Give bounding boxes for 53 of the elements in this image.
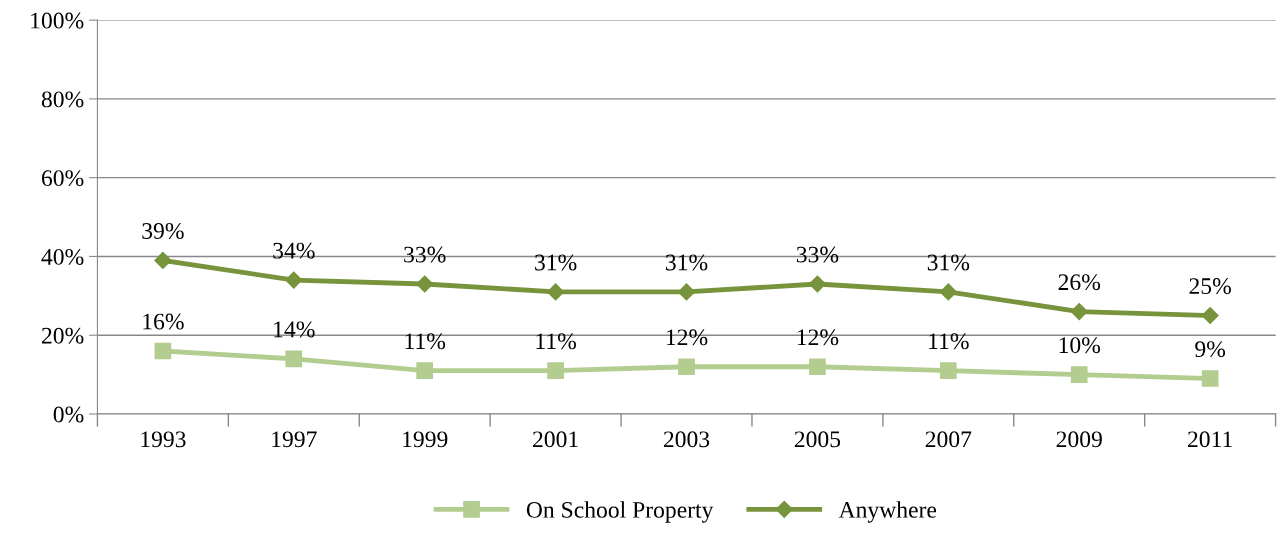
data-label: 39% xyxy=(142,222,184,239)
data-label: 31% xyxy=(927,254,970,271)
y-tick-label: 20% xyxy=(42,327,84,344)
point xyxy=(939,283,957,301)
data-label: 31% xyxy=(535,254,577,271)
data-label: 12% xyxy=(797,329,839,346)
x-tick-label: 2005 xyxy=(794,431,841,448)
x-tick-label: 1993 xyxy=(141,431,186,448)
y-tick-label: 100% xyxy=(31,12,84,29)
point xyxy=(1070,303,1088,321)
data-label: 14% xyxy=(274,321,315,338)
data-label: 34% xyxy=(273,242,315,259)
point xyxy=(547,362,564,379)
y-tick-label: 40% xyxy=(41,248,84,265)
point xyxy=(547,283,565,301)
legend-label: Anywhere xyxy=(838,501,937,523)
x-tick-label: 2009 xyxy=(1056,431,1102,448)
legend-label: On School Property xyxy=(526,501,714,523)
point xyxy=(808,275,826,293)
point xyxy=(154,251,172,269)
data-label: 25% xyxy=(1189,278,1231,295)
point xyxy=(678,358,695,376)
x-tick-label: 1997 xyxy=(272,431,317,448)
x-tick-label: 2011 xyxy=(1188,431,1232,448)
data-label: 33% xyxy=(796,246,839,263)
data-label: 16% xyxy=(143,313,184,330)
point xyxy=(1201,306,1219,325)
x-tick-label: 2007 xyxy=(925,431,972,448)
point xyxy=(1070,366,1088,383)
data-label: 9% xyxy=(1195,341,1226,358)
data-label: 31% xyxy=(666,254,708,271)
x-tick-label: 2003 xyxy=(663,431,710,448)
data-label: 12% xyxy=(666,329,708,346)
point xyxy=(154,342,172,360)
y-tick-label: 60% xyxy=(41,170,84,187)
x-tick-label: 2001 xyxy=(533,431,578,448)
point xyxy=(939,362,957,379)
data-label: 11% xyxy=(405,333,446,350)
data-label: 26% xyxy=(1058,274,1101,291)
point xyxy=(1201,370,1219,387)
point xyxy=(285,350,303,368)
point xyxy=(285,271,303,289)
data-label: 11% xyxy=(536,333,576,350)
point xyxy=(677,283,696,301)
data-label: 10% xyxy=(1059,337,1101,354)
y-tick-label: 80% xyxy=(41,91,84,108)
y-tick-label: 0% xyxy=(53,406,84,423)
x-tick-label: 1999 xyxy=(403,431,448,448)
data-label: 11% xyxy=(929,333,969,350)
data-label: 33% xyxy=(404,246,446,263)
point xyxy=(416,362,434,379)
point xyxy=(809,358,826,376)
point xyxy=(416,275,434,293)
